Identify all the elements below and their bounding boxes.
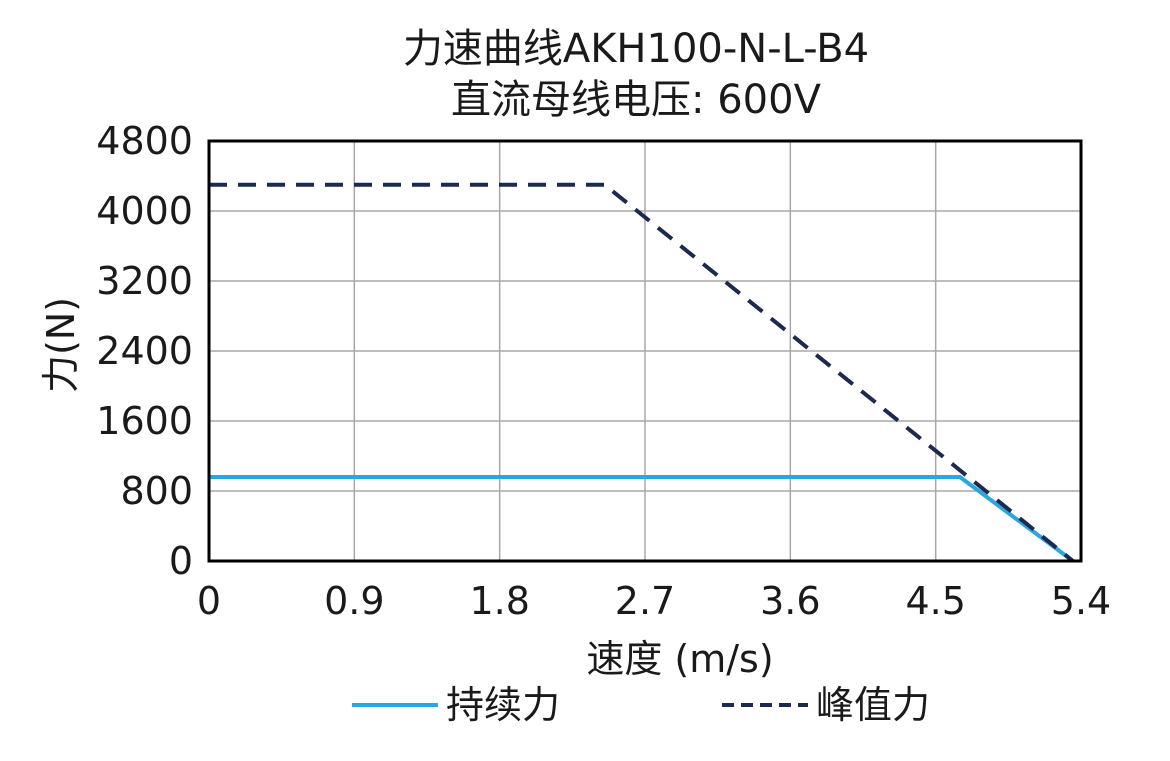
legend-label: 峰值力 (816, 683, 930, 727)
x-tick-label: 1.8 (469, 579, 529, 623)
x-tick-label: 5.4 (1051, 579, 1111, 623)
chart-subtitle: 直流母线电压: 600V (451, 77, 822, 123)
y-tick-label: 0 (169, 539, 193, 583)
legend: 持续力 峰值力 (352, 683, 930, 727)
grid-layer (208, 140, 1082, 562)
x-tick-label: 3.6 (760, 579, 820, 623)
series-line-peak-force (209, 182, 1075, 563)
legend-label: 持续力 (446, 683, 560, 727)
y-tick-label: 3200 (96, 259, 193, 303)
y-axis-label: 力(N) (39, 297, 83, 393)
chart-title: 力速曲线AKH100-N-L-B4 (403, 26, 869, 72)
y-tick-label: 1600 (96, 399, 193, 443)
x-tick-label: 4.5 (905, 579, 965, 623)
tick-layer: 0 0.9 1.8 2.7 3.6 4.5 5.4 0 800 1600 2400 3200 4000 4… (96, 119, 1111, 623)
y-tick-label: 2400 (96, 329, 193, 373)
plot-frame (207, 139, 1083, 563)
series-line-continuous-force (209, 475, 1075, 563)
x-tick-label: 2.7 (615, 579, 675, 623)
series-layer (209, 182, 1075, 563)
y-tick-label: 4000 (96, 189, 193, 233)
x-tick-label: 0.9 (324, 579, 384, 623)
x-tick-label: 0 (197, 579, 221, 623)
y-tick-label: 800 (120, 469, 193, 513)
x-axis-label: 速度 (m/s) (586, 637, 773, 681)
y-tick-label: 4800 (96, 119, 193, 163)
